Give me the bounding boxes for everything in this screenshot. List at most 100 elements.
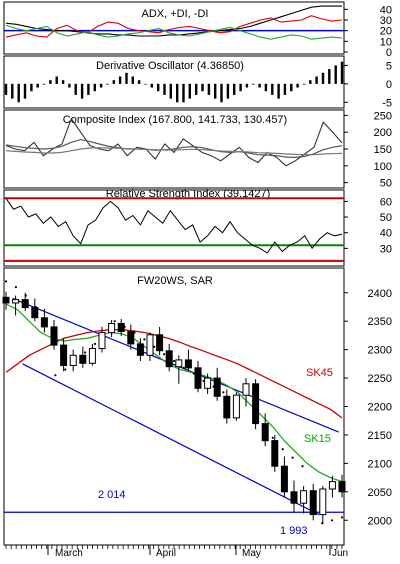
dosc-tick-label: 5: [386, 60, 392, 72]
price-title: FW20WS, SAR: [137, 275, 213, 287]
candle-body: [300, 490, 308, 504]
candle-body: [146, 334, 154, 356]
dosc-bar: [233, 83, 236, 95]
adx-series: [4, 5, 344, 40]
dosc-bar: [61, 80, 65, 84]
dosc-tick-label: 0: [386, 79, 392, 91]
composite-series: [5, 117, 343, 167]
dosc-bar: [220, 83, 223, 103]
dosc-bar: [125, 72, 128, 84]
candle-body: [21, 299, 29, 309]
dosc-bar: [80, 83, 84, 99]
ma45-line: [5, 329, 343, 419]
price-panel: FW20WS, SAR 2400 2350 2300 2250 2200 2150 2100…: [2, 267, 392, 546]
level-2014-label: 2 014: [98, 489, 126, 501]
dosc-bar: [245, 83, 249, 88]
dosc-bar: [137, 80, 141, 84]
sar-dot: [340, 516, 344, 519]
rsi-series: [4, 197, 344, 262]
x-minor-ticks: [5, 545, 343, 555]
dosc-bar: [188, 83, 191, 99]
price-tick-label: 2350: [368, 316, 392, 328]
sar-dot: [143, 338, 146, 341]
dosc-bar: [30, 83, 33, 92]
sar-dot: [172, 359, 176, 363]
dosc-bar: [93, 83, 96, 92]
candle-body: [165, 350, 173, 368]
candle-body: [175, 359, 183, 368]
sar-dot: [14, 286, 17, 289]
candle-body: [40, 317, 48, 328]
dosc-bar: [207, 83, 211, 95]
dosc-panel-border: [3, 55, 345, 109]
rsi-line: [5, 198, 343, 254]
dosc-bar: [17, 83, 20, 103]
dosc-bar: [290, 83, 293, 92]
dosc-bar: [328, 69, 331, 84]
candle-body: [60, 344, 68, 367]
dosc-bar: [264, 83, 268, 92]
price-tick-label: 2400: [368, 288, 392, 300]
candle-body: [242, 383, 250, 396]
rsi-panel-border: [3, 189, 345, 267]
dosc-bar: [277, 83, 280, 99]
sar-dot: [64, 368, 67, 371]
rsi-tick-label: 60: [380, 196, 392, 208]
dosc-bar: [302, 83, 306, 85]
price-tick-label: 2000: [368, 515, 392, 527]
x-label-april: April: [156, 548, 176, 559]
dosc-bar: [334, 65, 337, 84]
dosc-bars: [4, 61, 344, 103]
sar-dot: [192, 372, 195, 375]
rsi-tick-label: 50: [380, 212, 392, 224]
dosc-bar: [321, 72, 325, 84]
sar-dot: [4, 280, 8, 283]
candle-body: [50, 326, 58, 346]
candle-body: [2, 296, 10, 304]
adx-series-line-1: [5, 15, 343, 38]
candle-body: [98, 332, 106, 350]
price-tick-label: 2200: [368, 402, 392, 414]
x-label-may: May: [242, 548, 261, 559]
candle-body: [213, 377, 221, 397]
candle-body: [69, 354, 77, 366]
dosc-tick-label: -5: [382, 97, 392, 109]
composite-series-line-1: [5, 138, 343, 159]
adx-tick-label: 10: [380, 36, 392, 48]
dosc-bar: [271, 83, 274, 95]
rsi-tick-label: 40: [380, 228, 392, 240]
dosc-panel: Derivative Oscillator (4.36850) 5 0 -5: [3, 55, 392, 109]
dosc-bar: [283, 83, 287, 95]
dosc-bar: [157, 83, 160, 92]
rsi-tick-labels: 60 50 40 30: [344, 196, 392, 255]
candle-body: [252, 383, 260, 425]
adx-title: ADX, +DI, -DI: [142, 8, 209, 20]
dosc-bar: [144, 83, 147, 85]
dosc-title: Derivative Oscillator (4.36850): [96, 60, 244, 72]
dosc-bar: [252, 83, 255, 85]
candle-body: [261, 423, 269, 442]
sar-dot: [291, 456, 294, 459]
candle-body: [136, 343, 144, 356]
sar-dot: [153, 345, 156, 348]
price-tick-label: 2150: [368, 430, 392, 442]
dosc-bar: [163, 83, 166, 95]
dosc-bar: [42, 83, 46, 85]
dosc-bar: [112, 80, 115, 84]
sar-dot: [182, 366, 185, 369]
price-layers: [2, 280, 346, 525]
dosc-bar: [182, 83, 185, 103]
candle-body: [338, 481, 346, 493]
dosc-bar: [258, 83, 261, 88]
candle-body: [127, 330, 135, 345]
candle-body: [232, 394, 240, 419]
dosc-bar: [195, 83, 198, 95]
composite-tick-label: 150: [374, 144, 392, 156]
sar-dot: [271, 436, 274, 439]
candle-body: [194, 367, 202, 389]
candle-body: [88, 348, 96, 364]
x-axis: March April May Jun: [4, 544, 348, 559]
candle-body: [108, 323, 116, 334]
candle-body: [309, 490, 317, 516]
